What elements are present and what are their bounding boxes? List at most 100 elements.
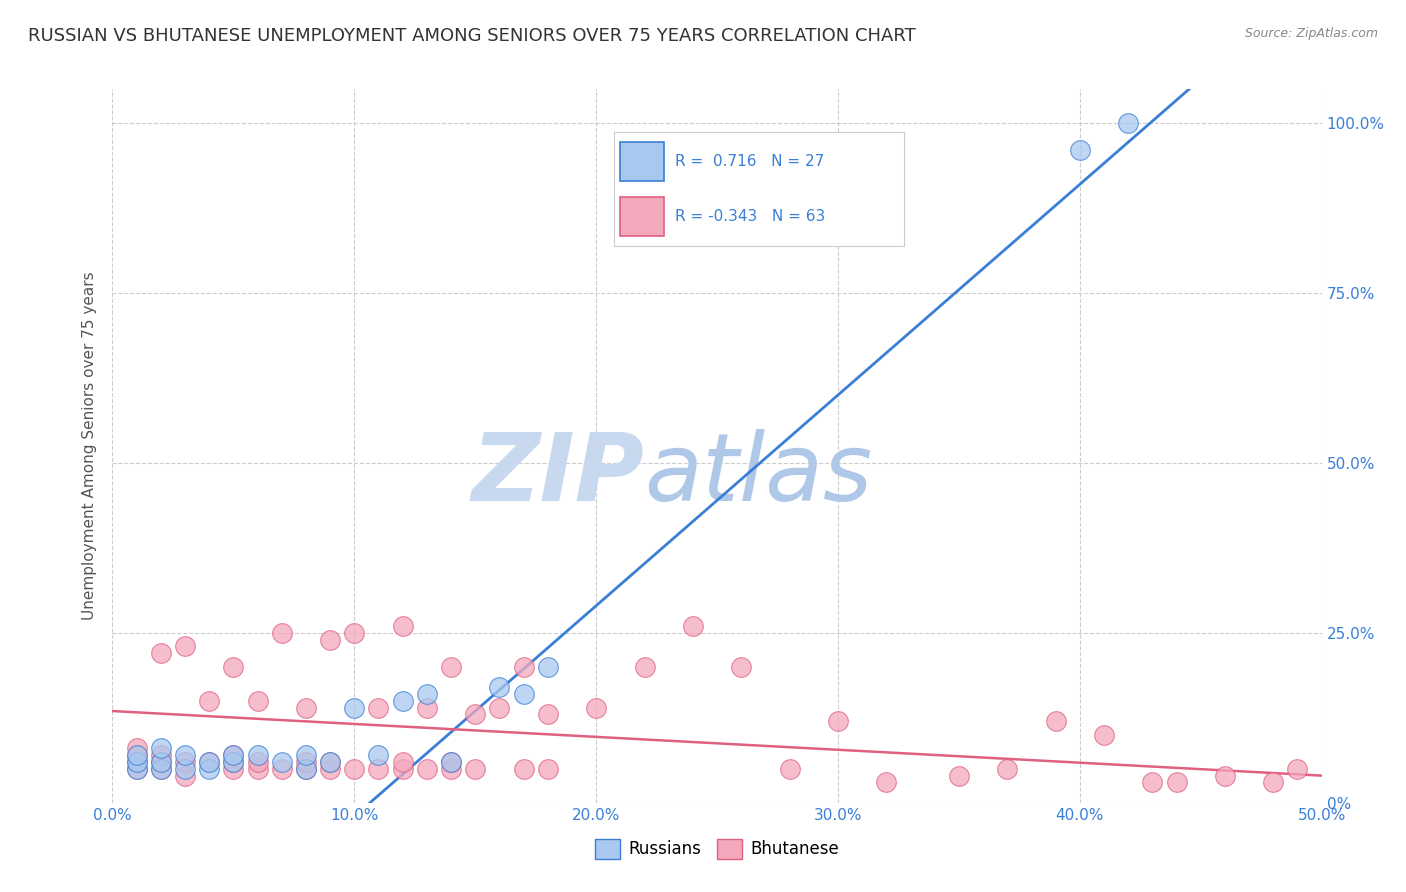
Point (537, 762, 560, 776)
Point (246, 755, 269, 769)
Point (440, 762, 463, 776)
Point (1213, 769, 1236, 783)
Point (440, 755, 463, 769)
Point (585, 700, 607, 714)
Point (295, 762, 318, 776)
Point (270, 755, 292, 769)
Point (270, 626, 292, 640)
Point (319, 755, 342, 769)
Point (343, 700, 366, 714)
Point (1286, 762, 1309, 776)
Text: RUSSIAN VS BHUTANESE UNEMPLOYMENT AMONG SENIORS OVER 75 YEARS CORRELATION CHART: RUSSIAN VS BHUTANESE UNEMPLOYMENT AMONG … (28, 27, 915, 45)
Point (1069, 144, 1091, 158)
Point (512, 762, 534, 776)
Point (416, 687, 439, 701)
Point (682, 619, 704, 633)
Point (174, 755, 197, 769)
Point (416, 700, 439, 714)
Point (246, 762, 269, 776)
Point (416, 762, 439, 776)
Point (222, 755, 245, 769)
Point (295, 748, 318, 763)
Point (125, 748, 148, 763)
Text: ZIP: ZIP (471, 428, 644, 521)
Point (343, 762, 366, 776)
Point (149, 741, 172, 756)
Point (779, 762, 801, 776)
Point (149, 755, 172, 769)
Point (633, 660, 655, 674)
Point (537, 707, 560, 722)
FancyBboxPatch shape (620, 197, 664, 235)
Point (174, 762, 197, 776)
Point (149, 748, 172, 763)
Point (464, 762, 486, 776)
Point (174, 748, 197, 763)
Point (1092, 728, 1115, 742)
Point (1142, 775, 1164, 789)
Point (125, 755, 148, 769)
Point (827, 714, 849, 729)
Point (198, 755, 221, 769)
Point (125, 748, 148, 763)
Point (246, 748, 269, 763)
Point (995, 762, 1018, 776)
Point (295, 700, 318, 714)
Point (319, 755, 342, 769)
Point (149, 755, 172, 769)
Text: R =  0.716   N = 27: R = 0.716 N = 27 (675, 154, 824, 169)
Text: R = -0.343   N = 63: R = -0.343 N = 63 (675, 209, 825, 224)
Point (730, 660, 752, 674)
Point (1263, 775, 1285, 789)
Point (125, 762, 148, 776)
Point (512, 660, 534, 674)
Point (174, 640, 197, 654)
Point (464, 707, 486, 722)
Point (512, 687, 534, 701)
Point (391, 755, 413, 769)
Point (125, 741, 148, 756)
Point (246, 694, 269, 708)
Point (391, 694, 413, 708)
Point (391, 762, 413, 776)
Point (367, 748, 389, 763)
Point (440, 755, 463, 769)
Point (875, 775, 897, 789)
Point (222, 755, 245, 769)
Point (295, 755, 318, 769)
Point (319, 632, 342, 647)
Point (488, 680, 510, 694)
Point (1116, 116, 1139, 130)
Point (198, 755, 221, 769)
Point (319, 762, 342, 776)
Point (343, 626, 366, 640)
Point (270, 762, 292, 776)
Point (948, 769, 970, 783)
FancyBboxPatch shape (620, 143, 664, 181)
Point (1045, 714, 1067, 729)
Point (295, 762, 318, 776)
Point (440, 660, 463, 674)
Point (537, 660, 560, 674)
Point (222, 748, 245, 763)
Point (125, 762, 148, 776)
Y-axis label: Unemployment Among Seniors over 75 years: Unemployment Among Seniors over 75 years (82, 272, 97, 620)
Point (222, 660, 245, 674)
Point (367, 700, 389, 714)
Point (222, 762, 245, 776)
Legend: Russians, Bhutanese: Russians, Bhutanese (588, 832, 846, 866)
Point (149, 762, 172, 776)
Point (488, 700, 510, 714)
Text: atlas: atlas (644, 429, 873, 520)
Point (149, 762, 172, 776)
Text: Source: ZipAtlas.com: Source: ZipAtlas.com (1244, 27, 1378, 40)
Point (367, 762, 389, 776)
Point (149, 646, 172, 660)
Point (198, 762, 221, 776)
Point (391, 619, 413, 633)
Point (1166, 775, 1188, 789)
Point (174, 769, 197, 783)
Point (222, 748, 245, 763)
Point (198, 694, 221, 708)
Point (125, 755, 148, 769)
